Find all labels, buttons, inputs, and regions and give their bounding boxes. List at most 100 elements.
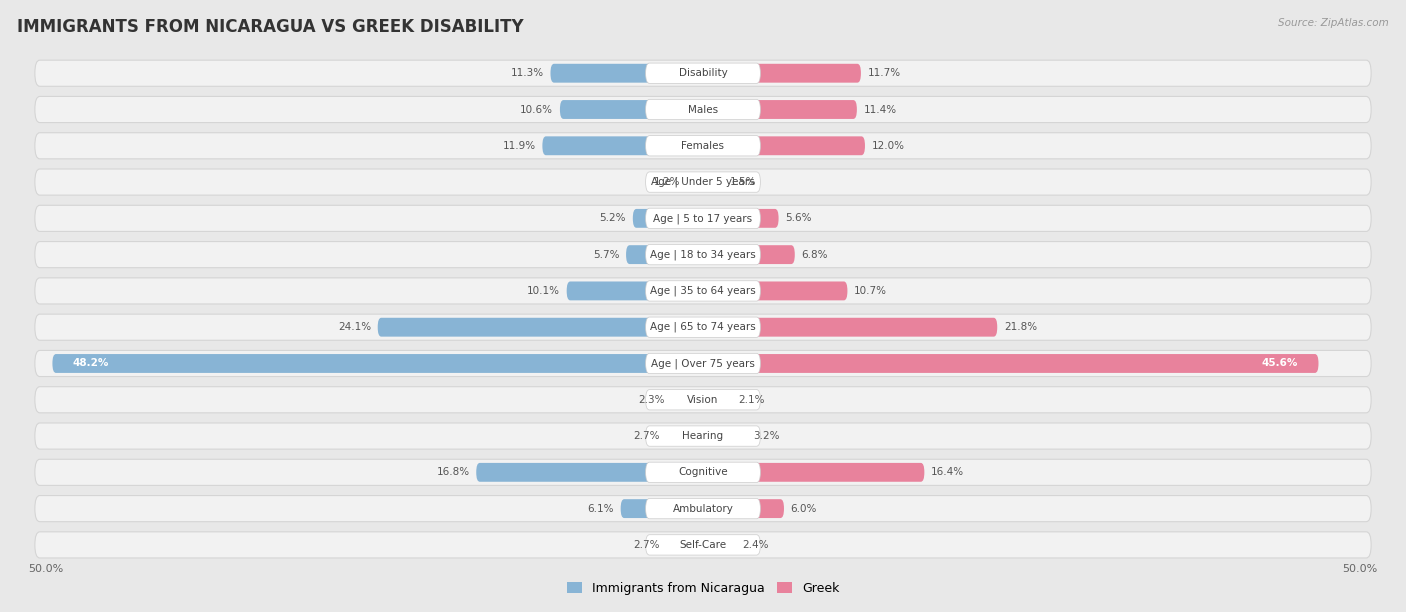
Text: 16.4%: 16.4% [931, 468, 965, 477]
FancyBboxPatch shape [703, 245, 794, 264]
Text: Source: ZipAtlas.com: Source: ZipAtlas.com [1278, 18, 1389, 28]
FancyBboxPatch shape [477, 463, 703, 482]
FancyBboxPatch shape [35, 496, 1371, 521]
FancyBboxPatch shape [645, 535, 761, 555]
FancyBboxPatch shape [703, 64, 860, 83]
Text: Females: Females [682, 141, 724, 151]
FancyBboxPatch shape [35, 314, 1371, 340]
Text: 45.6%: 45.6% [1261, 359, 1298, 368]
FancyBboxPatch shape [35, 242, 1371, 267]
FancyBboxPatch shape [645, 498, 761, 519]
FancyBboxPatch shape [560, 100, 703, 119]
Text: Age | 5 to 17 years: Age | 5 to 17 years [654, 213, 752, 223]
FancyBboxPatch shape [633, 209, 703, 228]
FancyBboxPatch shape [645, 462, 761, 482]
FancyBboxPatch shape [543, 136, 703, 155]
Text: 6.1%: 6.1% [588, 504, 614, 513]
FancyBboxPatch shape [703, 354, 1319, 373]
FancyBboxPatch shape [666, 536, 703, 554]
Text: Ambulatory: Ambulatory [672, 504, 734, 513]
Text: 11.3%: 11.3% [510, 68, 544, 78]
Text: 21.8%: 21.8% [1004, 322, 1038, 332]
Text: 5.7%: 5.7% [593, 250, 619, 259]
FancyBboxPatch shape [645, 136, 761, 156]
FancyBboxPatch shape [35, 351, 1371, 376]
Text: 3.2%: 3.2% [754, 431, 779, 441]
FancyBboxPatch shape [703, 536, 735, 554]
Text: 2.3%: 2.3% [638, 395, 665, 405]
FancyBboxPatch shape [645, 208, 761, 228]
Text: 2.7%: 2.7% [633, 431, 659, 441]
FancyBboxPatch shape [703, 499, 785, 518]
Text: 50.0%: 50.0% [28, 564, 63, 574]
Text: 10.6%: 10.6% [520, 105, 553, 114]
FancyBboxPatch shape [645, 317, 761, 337]
FancyBboxPatch shape [551, 64, 703, 83]
Text: 12.0%: 12.0% [872, 141, 904, 151]
FancyBboxPatch shape [645, 63, 761, 83]
FancyBboxPatch shape [620, 499, 703, 518]
FancyBboxPatch shape [35, 133, 1371, 159]
Text: 11.7%: 11.7% [868, 68, 901, 78]
FancyBboxPatch shape [35, 97, 1371, 122]
FancyBboxPatch shape [35, 205, 1371, 231]
Text: Age | Over 75 years: Age | Over 75 years [651, 358, 755, 369]
FancyBboxPatch shape [35, 532, 1371, 558]
Text: Disability: Disability [679, 68, 727, 78]
Text: 10.7%: 10.7% [855, 286, 887, 296]
FancyBboxPatch shape [703, 100, 856, 119]
FancyBboxPatch shape [645, 244, 761, 265]
FancyBboxPatch shape [686, 173, 703, 192]
FancyBboxPatch shape [703, 318, 997, 337]
FancyBboxPatch shape [645, 281, 761, 301]
FancyBboxPatch shape [703, 427, 747, 446]
FancyBboxPatch shape [703, 390, 731, 409]
Text: 6.8%: 6.8% [801, 250, 828, 259]
FancyBboxPatch shape [35, 423, 1371, 449]
Text: 2.7%: 2.7% [633, 540, 659, 550]
FancyBboxPatch shape [626, 245, 703, 264]
Text: IMMIGRANTS FROM NICARAGUA VS GREEK DISABILITY: IMMIGRANTS FROM NICARAGUA VS GREEK DISAB… [17, 18, 523, 36]
FancyBboxPatch shape [666, 427, 703, 446]
Text: Age | 65 to 74 years: Age | 65 to 74 years [650, 322, 756, 332]
Text: Age | Under 5 years: Age | Under 5 years [651, 177, 755, 187]
FancyBboxPatch shape [35, 169, 1371, 195]
Text: Age | 18 to 34 years: Age | 18 to 34 years [650, 249, 756, 260]
Text: Cognitive: Cognitive [678, 468, 728, 477]
FancyBboxPatch shape [52, 354, 703, 373]
Text: 50.0%: 50.0% [1343, 564, 1378, 574]
FancyBboxPatch shape [645, 99, 761, 120]
FancyBboxPatch shape [645, 353, 761, 374]
Text: 16.8%: 16.8% [436, 468, 470, 477]
FancyBboxPatch shape [703, 173, 723, 192]
Text: 5.6%: 5.6% [786, 214, 811, 223]
Text: 10.1%: 10.1% [527, 286, 560, 296]
Text: 48.2%: 48.2% [73, 359, 110, 368]
FancyBboxPatch shape [703, 463, 924, 482]
FancyBboxPatch shape [703, 209, 779, 228]
Text: 5.2%: 5.2% [599, 214, 626, 223]
FancyBboxPatch shape [35, 278, 1371, 304]
Legend: Immigrants from Nicaragua, Greek: Immigrants from Nicaragua, Greek [561, 577, 845, 600]
Text: Hearing: Hearing [682, 431, 724, 441]
Text: Self-Care: Self-Care [679, 540, 727, 550]
Text: 11.9%: 11.9% [502, 141, 536, 151]
Text: 11.4%: 11.4% [863, 105, 897, 114]
FancyBboxPatch shape [378, 318, 703, 337]
FancyBboxPatch shape [645, 172, 761, 192]
FancyBboxPatch shape [703, 136, 865, 155]
FancyBboxPatch shape [35, 459, 1371, 485]
FancyBboxPatch shape [35, 387, 1371, 413]
Text: 6.0%: 6.0% [790, 504, 817, 513]
Text: 1.5%: 1.5% [730, 177, 756, 187]
FancyBboxPatch shape [703, 282, 848, 300]
Text: Age | 35 to 64 years: Age | 35 to 64 years [650, 286, 756, 296]
FancyBboxPatch shape [567, 282, 703, 300]
Text: Males: Males [688, 105, 718, 114]
FancyBboxPatch shape [645, 426, 761, 446]
FancyBboxPatch shape [645, 390, 761, 410]
Text: Vision: Vision [688, 395, 718, 405]
FancyBboxPatch shape [672, 390, 703, 409]
Text: 1.2%: 1.2% [654, 177, 681, 187]
Text: 24.1%: 24.1% [337, 322, 371, 332]
